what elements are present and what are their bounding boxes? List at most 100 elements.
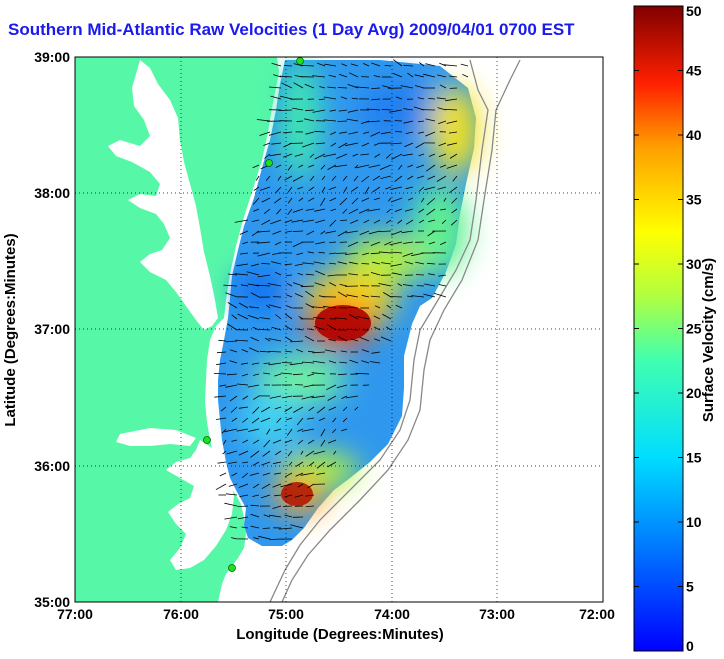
velocity-vector [302,262,315,265]
velocity-vector [321,175,326,181]
velocity-vector [268,338,282,342]
velocity-vector [341,428,348,432]
velocity-vector [364,186,370,195]
velocity-vector [437,120,447,125]
velocity-vector [308,197,315,202]
velocity-vector [398,164,403,170]
velocity-vector [426,197,436,206]
velocity-vector [407,175,414,180]
velocity-vector [340,219,348,221]
velocity-vector [342,208,348,214]
velocity-vector [350,219,359,224]
x-tick: 73:00 [479,606,515,622]
velocity-vector [224,516,238,520]
velocity-vector [320,164,326,170]
velocity-vector [367,208,381,212]
velocity-vector [340,96,348,100]
velocity-vector [351,97,359,100]
velocity-vector [292,373,304,376]
velocity-vector [238,450,249,456]
velocity-vector [292,208,304,213]
velocity-vector [393,59,403,67]
velocity-vector [338,373,348,376]
velocity-vector [433,292,447,298]
chesapeake-bay [108,60,218,330]
velocity-vector [443,197,447,202]
velocity-vector [362,252,370,256]
velocity-vector [392,272,403,276]
velocity-vector [334,164,348,168]
velocity-vector [337,230,348,237]
velocity-vector [253,186,260,191]
velocity-vector [415,142,425,149]
velocity-vector [348,131,359,135]
velocity-vector [425,164,436,172]
velocity-vector [378,283,392,287]
velocity-vector [229,395,238,402]
velocity-vector [250,263,260,267]
velocity-vector [394,208,403,212]
velocity-vector [287,450,293,457]
velocity-vector [292,107,304,111]
velocity-vector [325,230,337,234]
velocity-vector [320,439,326,447]
velocity-vector [269,153,282,157]
velocity-vector [379,164,392,170]
velocity-vector [241,349,249,353]
velocity-vector [263,439,271,448]
velocity-max-hatteras [281,482,313,506]
velocity-vector [318,251,326,254]
velocity-vector [462,74,469,78]
velocity-vector [339,284,348,287]
velocity-vector [424,283,436,287]
velocity-vector [228,461,238,464]
velocity-vector [241,362,249,365]
velocity-vector [321,186,326,193]
velocity-vector [404,208,414,212]
velocity-vector [300,285,315,288]
velocity-vector [392,72,403,78]
velocity-vector [355,372,370,375]
velocity-vector [266,428,271,435]
velocity-vector [436,175,447,182]
velocity-vector [302,219,315,223]
velocity-vector [320,230,326,235]
velocity-vector [349,72,359,78]
y-axis-ticks: 39:00 38:00 37:00 36:00 35:00 [34,49,70,610]
velocity-vector [327,324,337,331]
velocity-vector [329,252,337,255]
velocity-vector [276,417,282,423]
velocity-vector [271,326,282,331]
velocity-vector [425,118,436,122]
plot-frame [74,56,604,603]
velocity-vector [427,175,436,180]
velocity-vector [419,62,425,67]
velocity-vector [363,131,370,134]
velocity-vector [439,84,447,89]
velocity-vector [328,406,337,411]
velocity-vector [227,302,238,309]
velocity-vector [327,461,337,468]
velocity-vector [372,186,381,193]
velocity-vector [272,483,282,488]
velocity-vector [285,274,293,276]
velocity-vector [238,302,249,309]
velocity-vector [337,87,348,89]
velocity-vector [428,219,436,223]
velocity-vector [274,373,282,377]
velocity-vector [238,406,249,409]
velocity-vector [224,428,238,433]
velocity-vector [307,483,315,489]
velocity-vector [268,131,282,136]
velocity-vector [373,315,381,320]
velocity-vector [307,373,315,377]
velocity-vector [418,219,425,224]
velocity-vector [346,118,359,122]
velocity-vector [361,142,370,147]
velocity-vector [250,504,260,507]
velocity-vector [274,406,282,410]
velocity-vector [380,262,392,265]
velocity-vector [314,282,326,287]
velocity-vector [318,98,326,100]
